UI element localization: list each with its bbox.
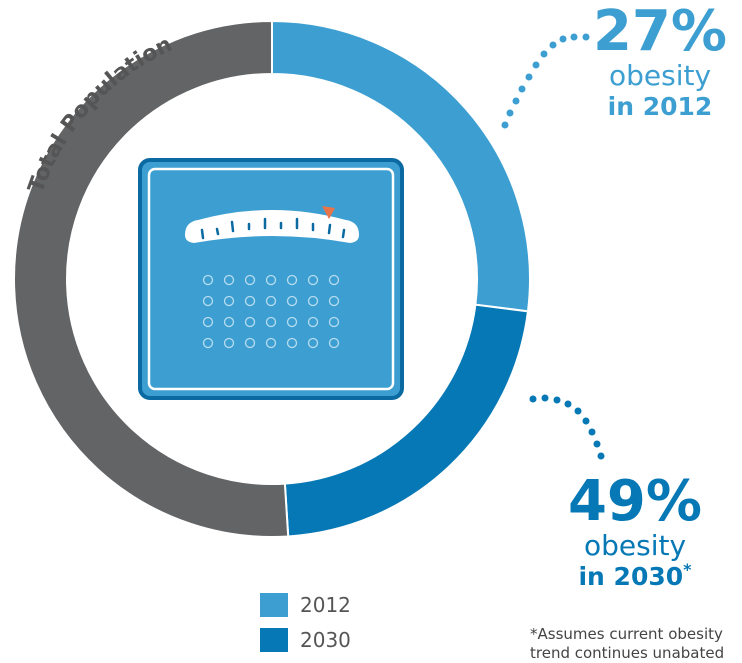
- donut-slice-remainder: [13, 19, 290, 538]
- slices-layer: [13, 19, 531, 538]
- callout-2030-pct: 49%: [567, 469, 703, 534]
- legend-swatch-2030: [260, 628, 288, 652]
- callout-2012-line1: obesity: [608, 59, 712, 92]
- callout-2030-line2-wrap: in 2030*: [540, 562, 730, 591]
- legend-label-2012: 2012: [300, 593, 351, 617]
- callout-2012: 27% obesity in 2012: [575, 0, 742, 121]
- callout-2012-pct: 27%: [592, 0, 728, 64]
- legend-item-2030: 2030: [260, 628, 351, 652]
- callout-2030-line2: in 2030: [578, 562, 684, 591]
- footnote: *Assumes current obesity trend continues…: [530, 625, 725, 662]
- legend-label-2030: 2030: [300, 628, 351, 652]
- callout-2030: 49% obesity in 2030*: [540, 469, 730, 591]
- callout-2030-line1: obesity: [583, 529, 687, 562]
- callout-2012-line2: in 2012: [607, 92, 713, 121]
- leader-2030: [529, 394, 605, 460]
- leader-2012: [501, 33, 590, 129]
- footnote-marker: *: [683, 560, 692, 579]
- bathroom-scale-icon: [138, 158, 404, 400]
- legend-swatch-2012: [260, 593, 288, 617]
- legend-item-2012: 2012: [260, 593, 351, 617]
